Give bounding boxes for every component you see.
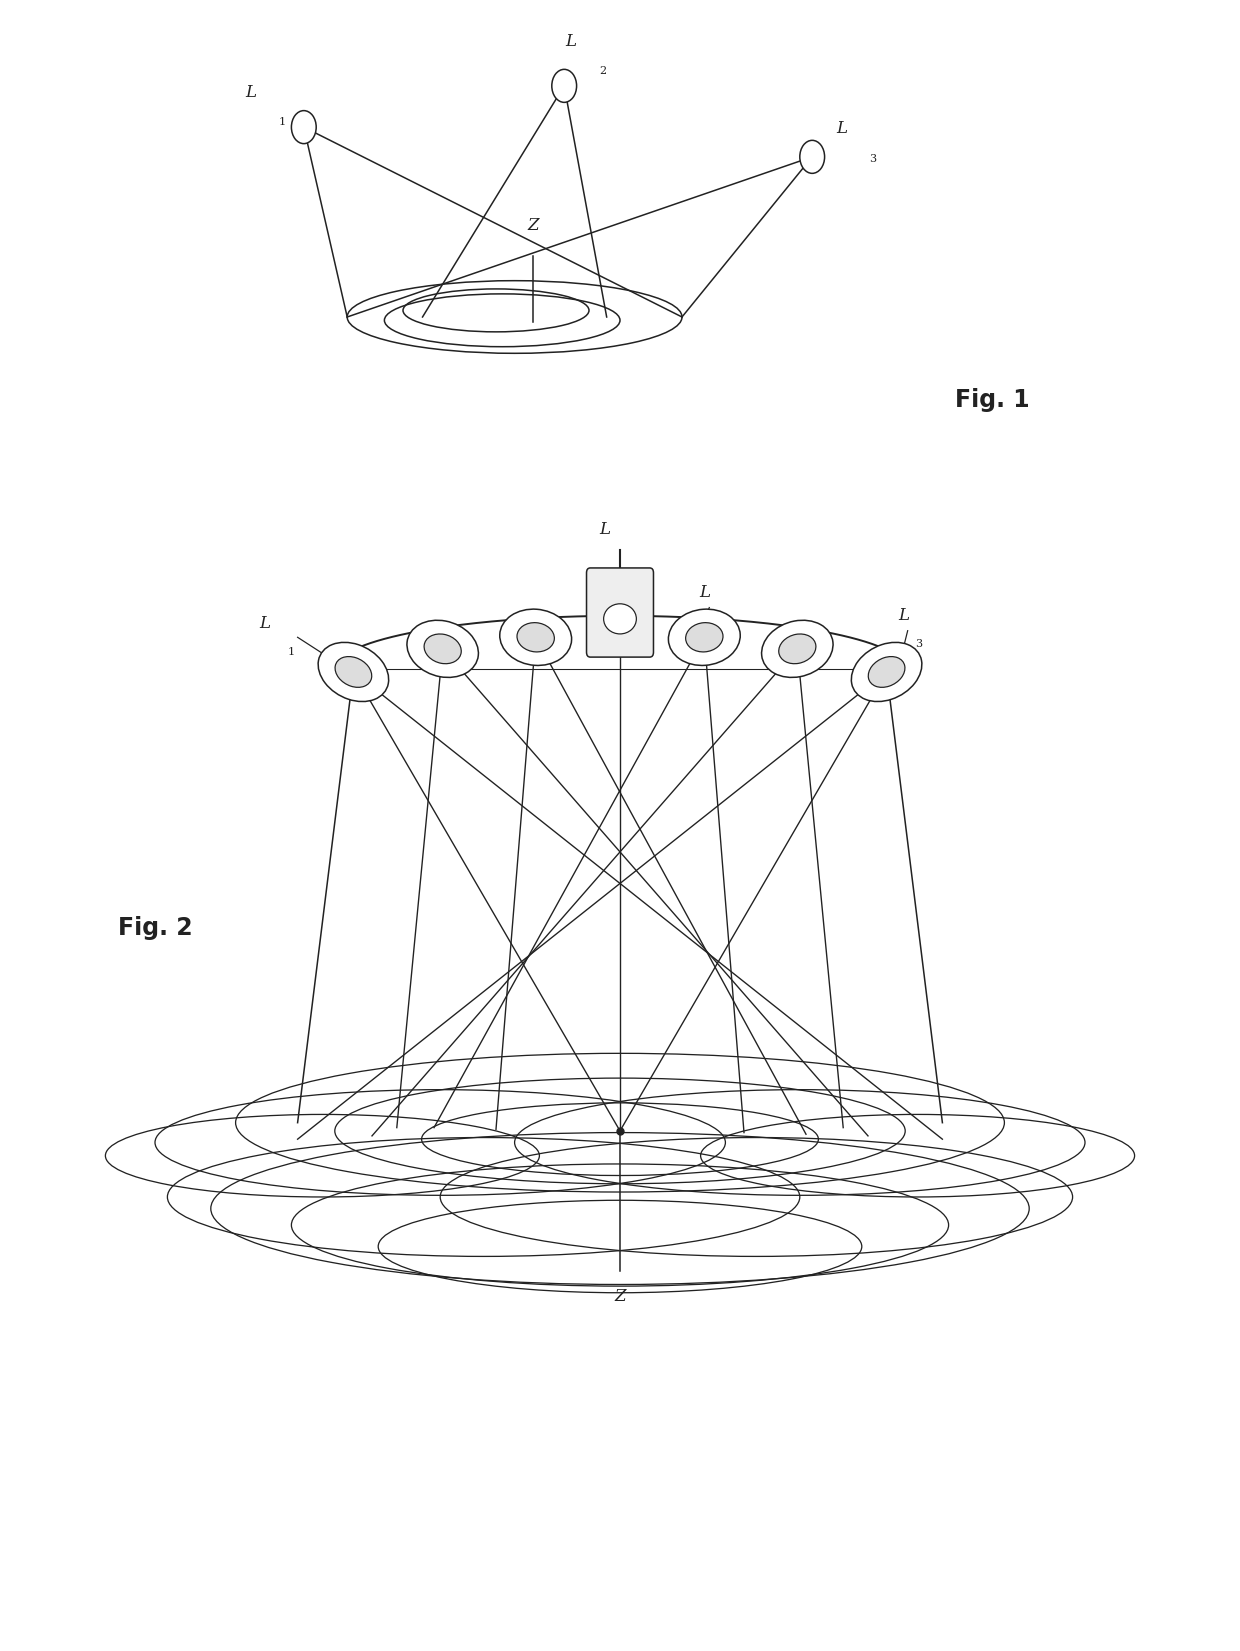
FancyBboxPatch shape [587,568,653,657]
Text: L: L [246,84,257,101]
Ellipse shape [604,604,636,634]
Text: Z: Z [527,218,539,234]
Text: Fig. 1: Fig. 1 [955,388,1029,411]
Text: L: L [600,522,610,538]
Text: L: L [898,608,909,624]
Ellipse shape [424,634,461,664]
Text: L: L [699,584,711,601]
Text: Z: Z [614,1288,626,1304]
Text: 2: 2 [599,66,606,76]
Ellipse shape [407,621,479,677]
Ellipse shape [335,657,372,687]
Text: 1: 1 [279,117,286,127]
Ellipse shape [517,622,554,652]
Ellipse shape [852,642,921,702]
Text: L: L [565,33,577,50]
Text: 3: 3 [869,154,877,163]
Ellipse shape [668,609,740,665]
Ellipse shape [868,657,905,687]
Ellipse shape [686,622,723,652]
Ellipse shape [761,621,833,677]
Text: L: L [836,121,847,137]
Text: L: L [259,616,270,632]
Text: Fig. 2: Fig. 2 [118,916,192,939]
Circle shape [800,140,825,173]
Ellipse shape [319,642,388,702]
Text: 3: 3 [915,639,923,649]
Text: 2: 2 [717,616,724,626]
Ellipse shape [500,609,572,665]
Circle shape [291,111,316,144]
Text: 1: 1 [288,647,295,657]
Ellipse shape [779,634,816,664]
Circle shape [552,69,577,102]
